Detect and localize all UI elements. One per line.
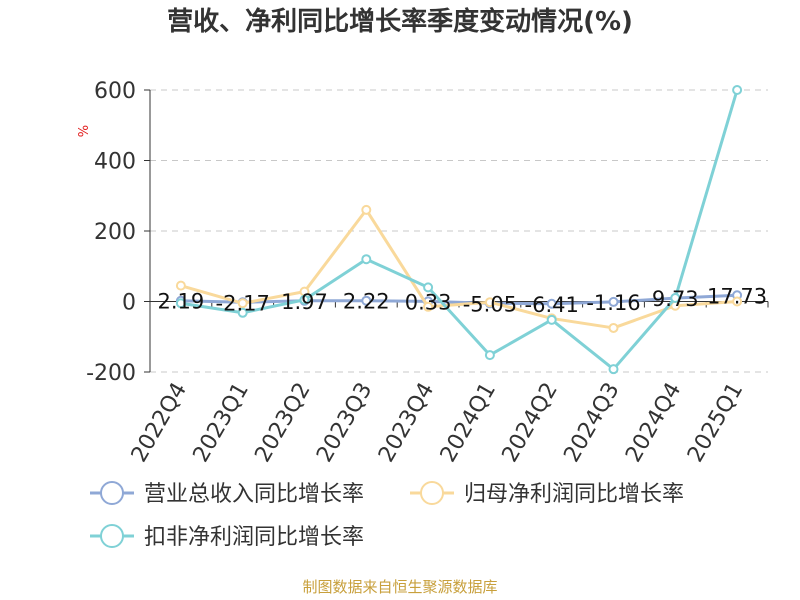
data-point (546, 298, 557, 309)
data-labels: 2.19 -2.17 1.97 2.22 0.33 -5.05 -6.41 -1.16 9.73… (158, 284, 768, 317)
x-tick-label: 2024Q2 (498, 379, 563, 467)
data-point (423, 282, 434, 293)
grid-lines (150, 89, 768, 373)
data-point (608, 364, 619, 375)
legend-marker (100, 524, 124, 548)
data-point (361, 254, 372, 265)
data-label: -1.16 (586, 291, 640, 315)
data-label: 9.73 (652, 287, 699, 311)
y-tick-label: 400 (94, 150, 136, 175)
series-line (180, 89, 739, 371)
data-label: 1.97 (281, 290, 328, 314)
data-point (670, 292, 681, 303)
x-tick-label: 2023Q1 (189, 379, 254, 467)
series-layer (175, 85, 743, 375)
data-point (299, 294, 310, 305)
data-point (484, 350, 495, 361)
legend-item-1: 营业总收入同比增长率 (90, 481, 364, 507)
data-point (361, 204, 372, 215)
legend-label: 营业总收入同比增长率 (144, 482, 364, 507)
x-tick-label: 2024Q3 (559, 379, 624, 467)
series-line (180, 293, 738, 306)
x-tick-label: 2025Q1 (683, 379, 748, 467)
data-point (484, 297, 495, 308)
data-label: 0.33 (405, 290, 452, 314)
data-label: 2.19 (158, 290, 205, 314)
data-point (237, 307, 248, 318)
data-point (175, 280, 186, 291)
data-point (175, 298, 186, 309)
data-label: -6.41 (525, 293, 579, 317)
x-tick-label: 2022Q4 (127, 379, 192, 467)
x-tick-label: 2023Q3 (312, 379, 377, 467)
x-tick-label: 2024Q1 (436, 379, 501, 467)
legend-marker (420, 481, 444, 505)
source-note: 制图数据来自恒生聚源数据库 (302, 578, 497, 596)
data-label: 17.73 (707, 284, 767, 308)
y-axis-label: % (77, 125, 92, 137)
legend-label: 扣非净利润同比增长率 (144, 525, 364, 550)
y-tick-label: -200 (86, 361, 136, 386)
legend-item-3: 扣非净利润同比增长率 (90, 524, 364, 550)
axes: -20002004006002022Q42023Q12023Q22023Q320… (86, 79, 769, 467)
x-tick-label: 2024Q4 (621, 379, 686, 467)
y-tick-label: 600 (94, 79, 136, 104)
data-point (608, 296, 619, 307)
data-point (732, 85, 743, 95)
data-point (546, 314, 557, 325)
legend-item-2: 归母净利润同比增长率 (410, 481, 684, 507)
data-point (423, 301, 434, 312)
data-label: 2.22 (343, 290, 390, 314)
data-point (732, 296, 743, 307)
series-2 (175, 204, 743, 333)
data-label: -5.05 (463, 292, 517, 316)
y-tick-label: 200 (94, 220, 136, 245)
data-point (237, 298, 248, 309)
series-line (180, 208, 738, 330)
legend-marker (100, 481, 124, 505)
x-tick-label: 2023Q2 (250, 379, 315, 467)
data-label: -2.17 (216, 291, 270, 315)
series-3 (175, 85, 743, 375)
x-tick-label: 2023Q4 (374, 378, 439, 466)
data-point (361, 295, 372, 306)
legend-label: 归母净利润同比增长率 (464, 482, 684, 507)
data-point (608, 322, 619, 333)
chart-title: 营收、净利同比增长率季度变动情况(%) (167, 6, 633, 37)
y-tick-label: 0 (122, 291, 136, 316)
